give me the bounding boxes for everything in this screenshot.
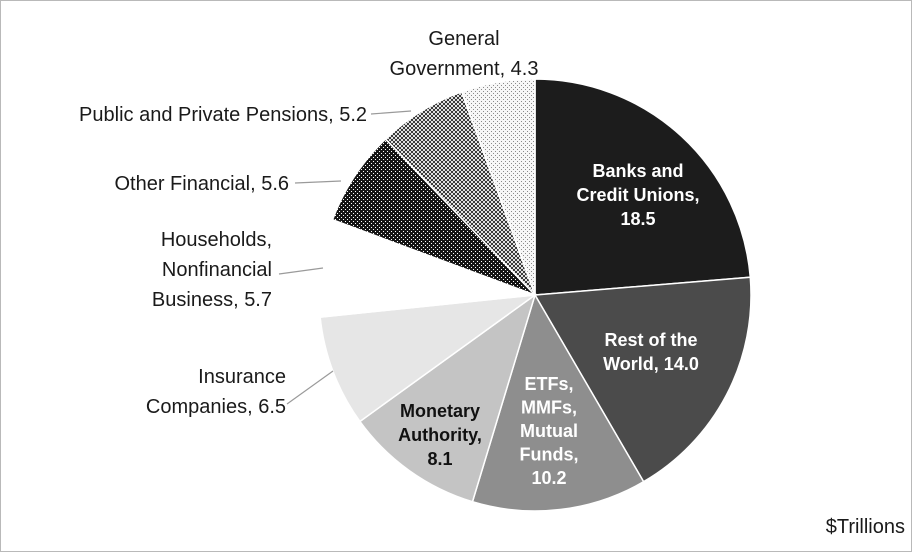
leader-line-insurance <box>286 370 334 405</box>
slice-label-households: Households, Nonfinancial Business, 5.7 <box>152 229 272 311</box>
pie-slice-insurance <box>319 293 538 423</box>
slice-label-etfs: ETFs, MMFs, Mutual Funds, 10.2 <box>520 374 579 488</box>
slice-label-insurance: Insurance Companies, 6.5 <box>146 366 286 418</box>
leader-line-households <box>278 267 324 275</box>
pie-slice-rest-of-the <box>533 276 752 483</box>
leader-line-public-and-private-pensions-5-2 <box>370 110 412 115</box>
pie-slice-etfs <box>471 293 645 512</box>
pie-slice-monetary <box>358 293 537 503</box>
slice-label-rest-of-the: Rest of the World, 14.0 <box>603 330 699 374</box>
slice-label-monetary: Monetary Authority, 8.1 <box>398 401 482 469</box>
slice-label-other-financial-5-6: Other Financial, 5.6 <box>114 173 289 195</box>
slice-label-public-and-private-pensions-5-2: Public and Private Pensions, 5.2 <box>79 104 367 126</box>
pie-slice-banks-and <box>534 78 752 296</box>
pie-slice-general <box>460 78 536 296</box>
units-label: $Trillions <box>825 516 905 538</box>
slice-label-general: General Government, 4.3 <box>390 28 539 80</box>
slice-label-banks-and: Banks and Credit Unions, 18.5 <box>576 161 699 229</box>
leader-line-other-financial-5-6 <box>294 180 342 184</box>
